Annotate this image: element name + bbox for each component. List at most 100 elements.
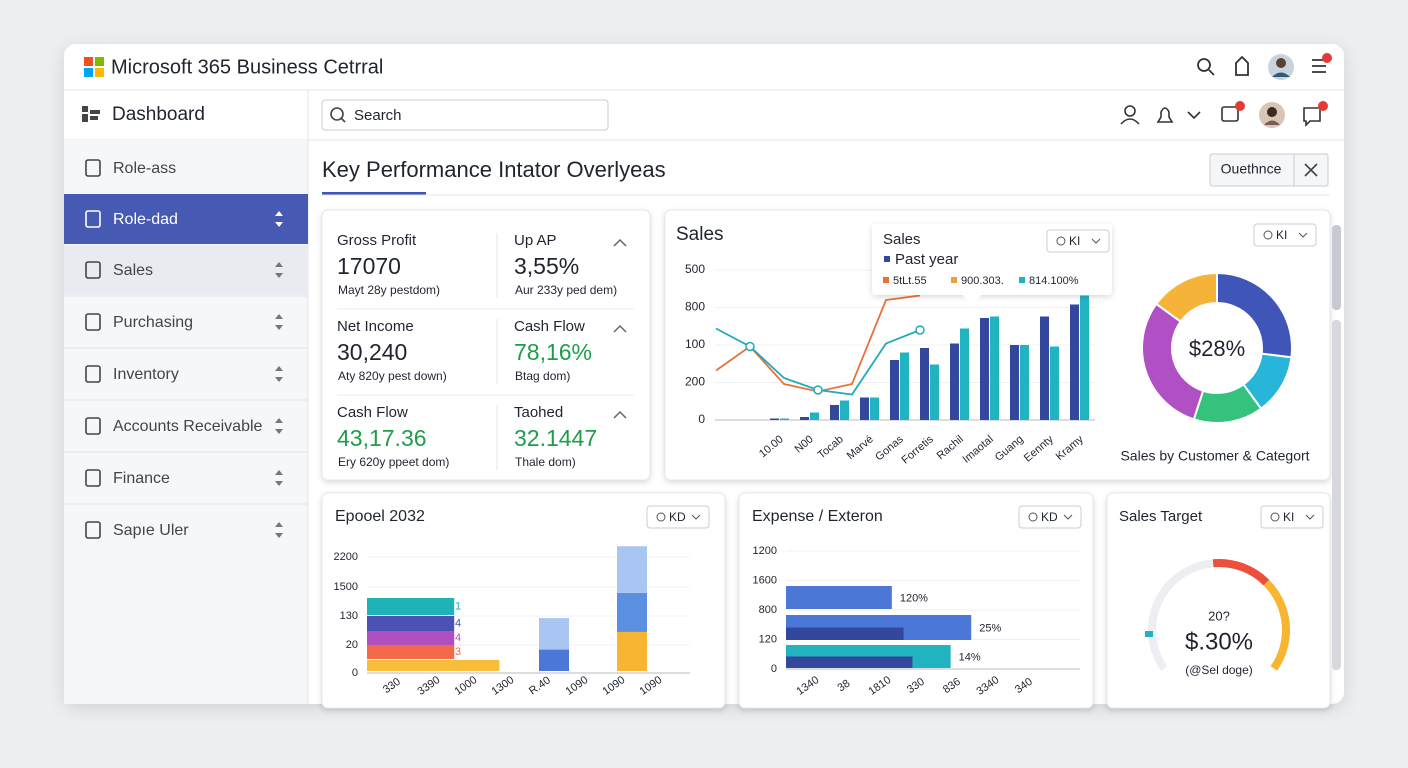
overview-button[interactable] <box>1209 153 1329 187</box>
kpi-trend <box>613 238 627 247</box>
dropdown[interactable] <box>1046 229 1110 253</box>
gauge-arc <box>1212 559 1270 586</box>
bar <box>890 360 899 420</box>
dropdown[interactable] <box>1260 505 1324 529</box>
dropdown[interactable] <box>646 505 710 529</box>
tooltip-title: Sales <box>883 231 921 248</box>
kpi-label: Up AP <box>514 232 557 249</box>
y-tick-label: 500 <box>685 262 705 276</box>
kpi-note: Aty 820y pest down) <box>338 369 447 383</box>
bar <box>367 645 455 659</box>
search-box[interactable] <box>321 99 609 131</box>
top-icons <box>1197 55 1326 76</box>
y-tick-label: 800 <box>759 604 777 616</box>
search-placeholder: Search <box>354 107 402 124</box>
nav-item[interactable]: Sales <box>113 262 153 279</box>
gauge-arc <box>1263 579 1290 671</box>
bar <box>840 400 849 420</box>
dropdown[interactable] <box>1018 505 1082 529</box>
close-button[interactable] <box>1304 163 1318 177</box>
bar-label: 120% <box>900 592 928 604</box>
bar <box>980 318 989 420</box>
dropdown-icon <box>1028 512 1038 522</box>
bar <box>830 405 839 420</box>
kpi-value: 17070 <box>337 253 401 279</box>
bar-segment <box>617 631 647 671</box>
kpi-label: Net Income <box>337 318 414 335</box>
bar-segment <box>617 546 647 593</box>
nav-item[interactable]: Role-ass <box>113 160 176 177</box>
kpi-value: 30,240 <box>337 339 407 365</box>
line-point <box>813 385 823 395</box>
y-tick-label: 1500 <box>334 581 358 593</box>
kpi-trend <box>613 410 627 419</box>
y-tick-label: 20 <box>346 639 358 651</box>
x-tick-label: 38 <box>835 677 852 694</box>
dropdown-icon <box>1263 230 1273 240</box>
tooltip-pointer <box>962 294 982 308</box>
bar-segment <box>539 618 569 650</box>
bar <box>367 598 455 615</box>
search-icon[interactable] <box>1197 58 1211 72</box>
dropdown-label: KD <box>669 510 686 524</box>
kpi-note: Btag dom) <box>515 369 570 383</box>
gauge-marker <box>1145 631 1153 637</box>
section-title: Key Performance Intator Overlyeas <box>322 157 666 182</box>
nav-item[interactable]: Purchasing <box>113 314 193 331</box>
legend-swatch <box>1019 277 1025 283</box>
dropdown-icon <box>656 512 666 522</box>
kpi-note: Thale dom) <box>515 455 576 469</box>
dropdown-label: KI <box>1276 228 1287 242</box>
nav-icon <box>85 210 101 228</box>
bar <box>1080 295 1089 420</box>
dropdown[interactable] <box>1253 223 1317 247</box>
bar <box>810 412 819 420</box>
nav-active <box>64 194 308 244</box>
dashboard-icon <box>82 106 100 122</box>
nav-item[interactable]: Sapıe Uler <box>113 522 189 539</box>
gauge-note: (@Sel doge) <box>1185 663 1253 677</box>
bar <box>367 631 455 645</box>
y-tick-label: 0 <box>771 663 777 675</box>
kpi-value: 78,16% <box>514 339 592 365</box>
card-title: Sales <box>676 224 724 245</box>
button-label: Ouethnce <box>1221 161 1282 177</box>
bar-label: 14% <box>959 651 981 663</box>
sidebar-items: Role-ass Role-dad Sales Purchasing Inventory… <box>64 159 308 539</box>
share-icon[interactable] <box>1235 55 1249 76</box>
legend-text: 5tLt.55 <box>893 275 927 287</box>
donut-center: $28% <box>1189 336 1245 361</box>
nav-item[interactable]: Inventory <box>113 366 179 383</box>
nav-arrows <box>275 418 283 434</box>
toolbar-icons <box>1120 105 1321 127</box>
y-tick-label: 0 <box>698 412 705 426</box>
y-tick-label: 1600 <box>753 574 777 586</box>
y-tick-label: 100 <box>685 337 705 351</box>
nav-item[interactable]: Role-dad <box>113 211 178 228</box>
bar <box>800 417 809 420</box>
bar <box>930 364 939 420</box>
line-point <box>915 325 925 335</box>
nav-arrows <box>275 314 283 330</box>
nav-icon <box>85 159 101 177</box>
bar <box>860 397 869 420</box>
bar <box>920 348 929 420</box>
donut-caption: Sales by Customer & Categort <box>1120 448 1309 464</box>
chevron <box>1063 514 1073 520</box>
bar <box>367 616 455 631</box>
kpi-note: Mayt 28y pestdom) <box>338 283 440 297</box>
nav-icon <box>85 313 101 331</box>
bar-segment <box>539 649 569 671</box>
nav-icon <box>85 417 101 435</box>
y-tick-label: 130 <box>340 610 358 622</box>
chevron <box>691 514 701 520</box>
nav-hover <box>64 245 308 295</box>
page-title: Dashboard <box>112 104 205 125</box>
scrollbar[interactable] <box>1332 225 1341 310</box>
gauge-value: $.30% <box>1185 628 1253 655</box>
y-tick-label: 120 <box>759 633 777 645</box>
nav-item[interactable]: Finance <box>113 470 170 487</box>
logo <box>84 57 104 77</box>
nav-item[interactable]: Accounts Receivable <box>113 418 263 435</box>
bar-label: 25% <box>979 622 1001 634</box>
